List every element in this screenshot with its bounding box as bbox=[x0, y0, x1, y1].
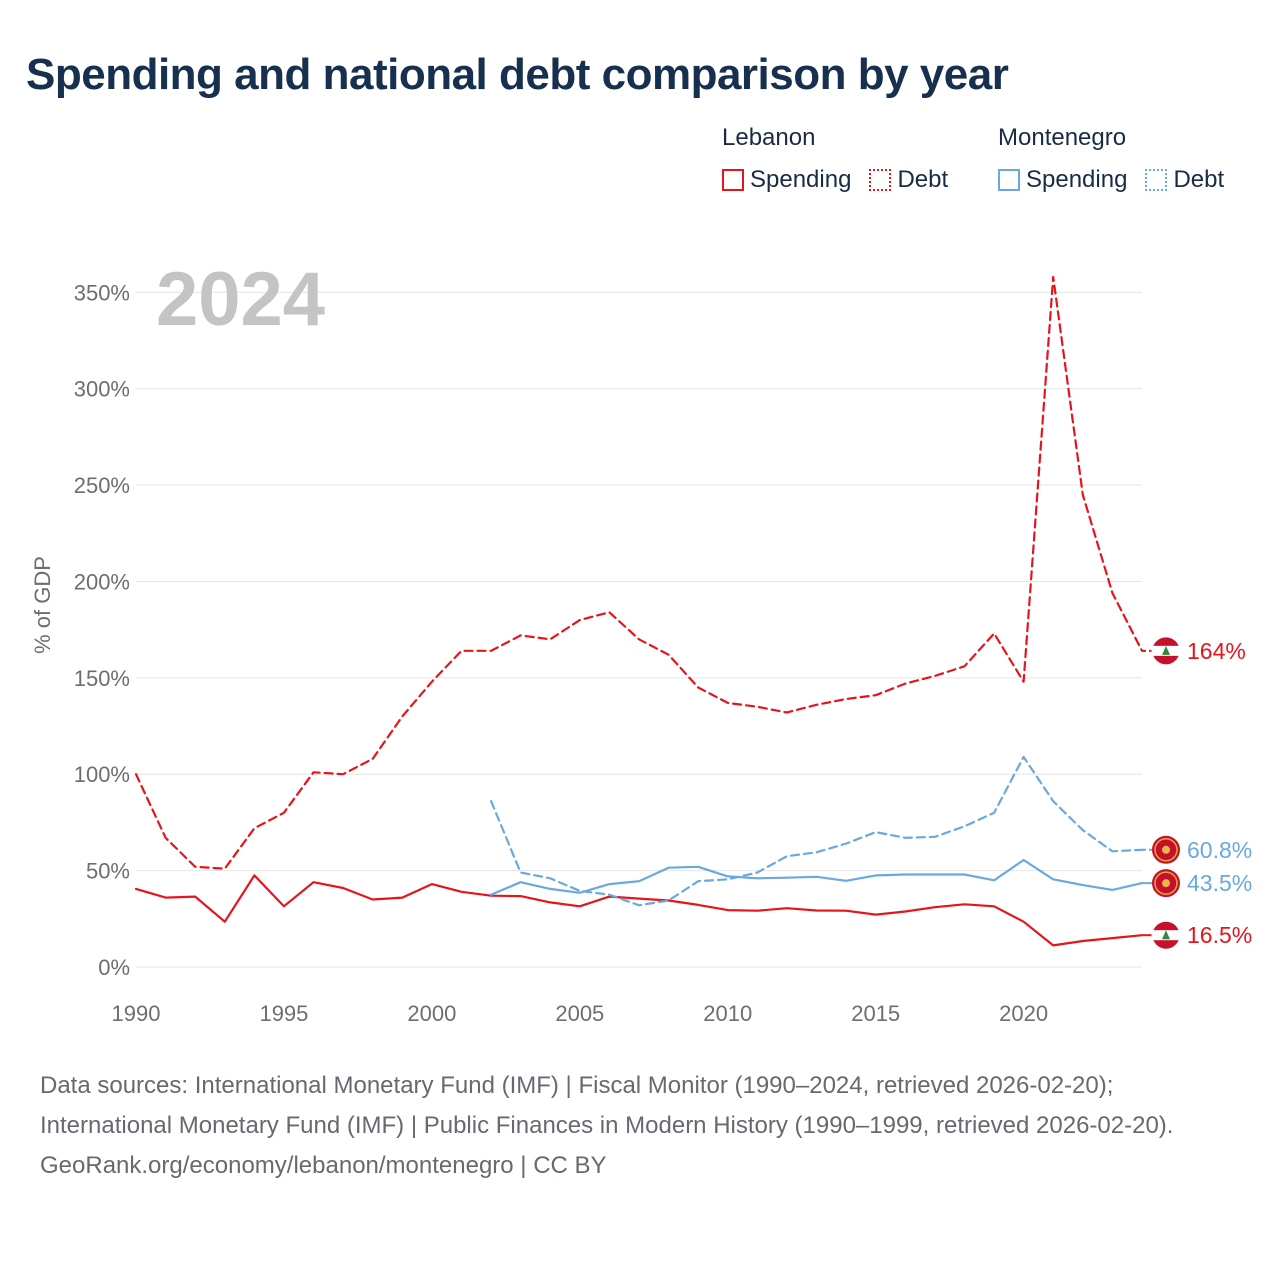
series-line-montenegro-debt bbox=[490, 755, 1144, 907]
legend-item-lebanon-spending[interactable]: Spending bbox=[722, 166, 851, 194]
x-tick-label: 2015 bbox=[851, 1001, 900, 1026]
coat-of-arms-icon bbox=[1162, 879, 1170, 888]
legend-label: Spending bbox=[1026, 166, 1128, 193]
cedar-icon bbox=[1162, 930, 1170, 940]
coat-of-arms-icon bbox=[1162, 845, 1170, 854]
x-tick-label: 2000 bbox=[407, 1001, 456, 1026]
legend-item-lebanon-debt[interactable]: Debt bbox=[869, 166, 948, 194]
series-line-lebanon-spending bbox=[134, 874, 1144, 947]
y-tick-label: 300% bbox=[74, 377, 130, 402]
legend-group-lebanon: Lebanon Spending Debt bbox=[722, 124, 966, 194]
x-tick-label: 2010 bbox=[703, 1001, 752, 1026]
y-tick-label: 200% bbox=[74, 569, 130, 594]
chart-title: Spending and national debt comparison by… bbox=[26, 50, 1009, 99]
series-line-lebanon-debt bbox=[134, 275, 1144, 870]
y-tick-label: 0% bbox=[98, 955, 130, 980]
x-tick-label: 1990 bbox=[112, 1001, 161, 1026]
series-line-montenegro-spending bbox=[490, 858, 1144, 896]
legend-group-montenegro: Montenegro Spending Debt bbox=[998, 124, 1224, 194]
legend-group-title: Lebanon bbox=[722, 124, 816, 151]
y-tick-label: 50% bbox=[86, 859, 130, 884]
y-tick-label: 150% bbox=[74, 666, 130, 691]
legend-label: Debt bbox=[1173, 166, 1225, 193]
legend-item-montenegro-debt[interactable]: Debt bbox=[1145, 166, 1224, 194]
data-sources: Data sources: International Monetary Fun… bbox=[40, 1072, 1174, 1139]
y-axis-label: % of GDP bbox=[30, 556, 55, 654]
end-value-label: 16.5% bbox=[1187, 922, 1252, 948]
legend-swatch bbox=[869, 169, 892, 191]
flag-border bbox=[1154, 838, 1178, 862]
y-tick-label: 100% bbox=[74, 762, 130, 787]
legend-label: Spending bbox=[750, 166, 852, 193]
legend-swatch bbox=[1145, 169, 1168, 191]
flag-ring bbox=[1151, 636, 1181, 666]
y-tick-label: 250% bbox=[74, 473, 130, 498]
flag-ring bbox=[1151, 920, 1181, 950]
legend-label: Debt bbox=[897, 166, 949, 193]
legend-item-montenegro-spending[interactable]: Spending bbox=[998, 166, 1127, 194]
x-tick-label: 1995 bbox=[259, 1001, 308, 1026]
flag-border bbox=[1154, 871, 1178, 895]
x-tick-label: 2020 bbox=[999, 1001, 1048, 1026]
x-tick-label: 2005 bbox=[555, 1001, 604, 1026]
credit-line: GeoRank.org/economy/lebanon/montenegro |… bbox=[40, 1152, 607, 1179]
legend-swatch bbox=[722, 169, 744, 191]
end-value-label: 164% bbox=[1187, 638, 1246, 664]
year-watermark: 2024 bbox=[156, 257, 325, 342]
line-chart: 0% 50% 100% 150% 200% 250% 300% 350% 1990 1995 200… bbox=[30, 257, 1252, 1026]
cedar-icon bbox=[1162, 645, 1170, 655]
y-tick-label: 350% bbox=[74, 280, 130, 305]
end-value-label: 43.5% bbox=[1187, 870, 1252, 896]
end-value-label: 60.8% bbox=[1187, 837, 1252, 863]
legend-swatch bbox=[998, 169, 1020, 191]
legend-group-title: Montenegro bbox=[998, 124, 1127, 151]
chart-footer: Data sources: International Monetary Fun… bbox=[40, 1066, 1250, 1186]
